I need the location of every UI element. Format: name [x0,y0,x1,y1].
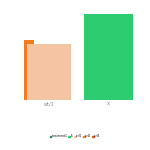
Legend: treatment1, t1, ctrl1, ctrl2, ctrl3: treatment1, t1, ctrl1, ctrl2, ctrl3 [48,133,102,140]
Bar [24,40,34,100]
Bar [84,14,133,100]
Bar [27,44,71,100]
